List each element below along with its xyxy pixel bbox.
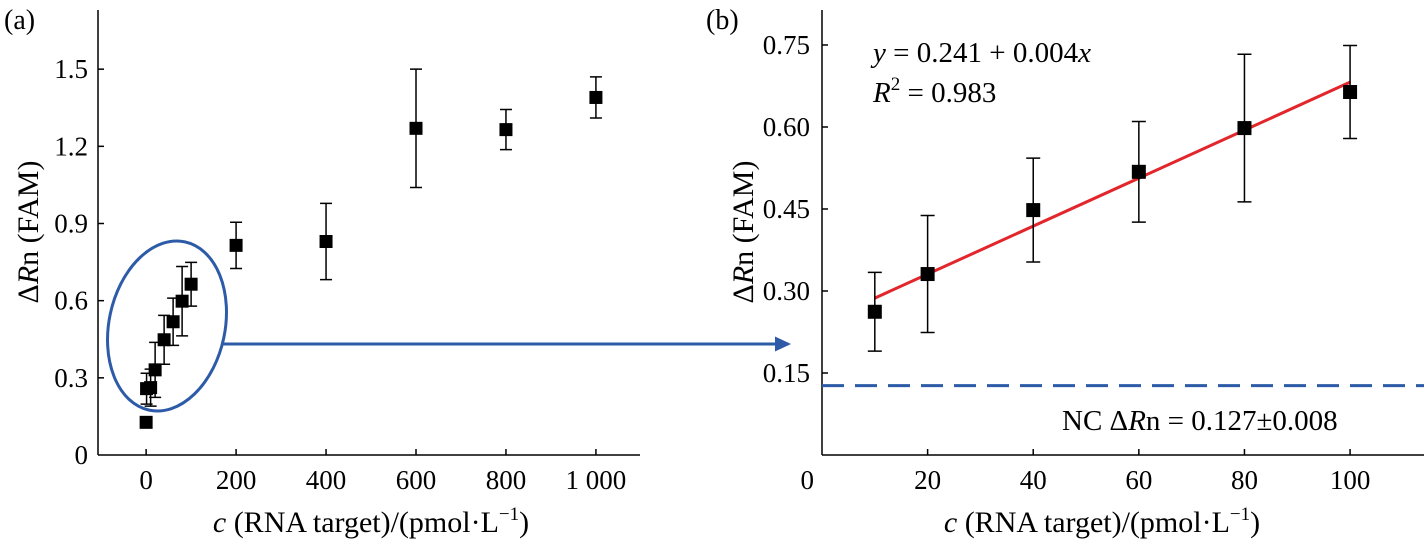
x-axis-label-variable: c	[944, 506, 957, 539]
zoom-arrow	[221, 336, 791, 352]
x-axis-label-text: (RNA target)/(pmol·L	[226, 506, 499, 539]
r-squared-value: = 0.983	[900, 77, 996, 109]
y-tick-label: 0.9	[54, 208, 88, 238]
x-tick-label: 0	[801, 465, 815, 495]
panel-a: (a) 0 200 400 600 800 1 000 0 0.3 0.6 0.9 1.2 1.5 c…	[4, 5, 640, 539]
data-point	[175, 294, 189, 308]
x-axis-label-close: )	[519, 506, 529, 539]
zoom-arrow-head	[775, 336, 791, 352]
plot-area: 0 200 400 600 800 1 000 0 0.3 0.6 0.9 1.2 1.5	[54, 10, 640, 495]
data-point	[1343, 85, 1358, 100]
x-tick-label: 40	[1020, 465, 1047, 495]
x-axis-label-text: (RNA target)/(pmol·L	[957, 506, 1230, 539]
panel-b: (b) 0 20 40 60 80 100 0.15 0.30 0.45 0.60 0.75 c (…	[706, 5, 1424, 539]
data-point	[229, 238, 243, 252]
x-axis-label-exponent: −1	[499, 504, 519, 525]
r-squared-variable: R	[872, 77, 891, 109]
y-axis-label-variable: R	[727, 266, 760, 285]
data-point	[166, 315, 180, 329]
panel-label: (b)	[706, 5, 739, 36]
y-tick-label: 0	[75, 440, 89, 470]
x-tick-label: 80	[1231, 465, 1258, 495]
y-tick-label: 0.60	[763, 112, 810, 142]
data-point	[144, 381, 158, 395]
data-point	[184, 277, 198, 291]
data-point	[867, 304, 882, 319]
x-tick-label: 800	[486, 465, 527, 495]
data-point	[157, 333, 171, 347]
x-tick-label: 60	[1125, 465, 1152, 495]
data-point	[1131, 164, 1146, 179]
y-axis-label-text: n (FAM)	[12, 161, 45, 266]
x-tick-label: 0	[139, 465, 153, 495]
nc-label-variable: R	[1127, 405, 1146, 437]
data-point	[589, 90, 603, 104]
nc-label: NC ΔRn = 0.127±0.008	[1062, 405, 1338, 437]
data-point	[499, 123, 513, 137]
x-tick-label: 600	[396, 465, 437, 495]
y-tick-label: 1.2	[54, 131, 88, 161]
nc-label-prefix: NC Δ	[1062, 405, 1128, 437]
data-point	[409, 121, 423, 135]
y-tick-label: 0.3	[54, 363, 88, 393]
y-tick-label: 0.30	[763, 276, 810, 306]
fit-equation-y-variable: y	[870, 37, 886, 69]
x-axis-label: c (RNA target)/(pmol·L−1)	[944, 504, 1260, 539]
data-point	[148, 363, 162, 377]
fit-equation: y = 0.241 + 0.004x	[870, 37, 1091, 69]
r-squared-exponent: 2	[891, 74, 901, 95]
data-point	[1237, 121, 1252, 136]
y-axis-label-delta: Δ	[727, 284, 760, 303]
x-tick-label: 400	[306, 465, 347, 495]
x-tick-label: 20	[914, 465, 941, 495]
x-axis-label-exponent: −1	[1230, 504, 1250, 525]
y-axis-label-text: n (FAM)	[727, 161, 760, 266]
highlight-ellipse	[106, 239, 228, 413]
y-axis-label: ΔRn (FAM)	[12, 161, 45, 304]
y-tick-label: 0.45	[763, 194, 810, 224]
y-tick-label: 0.75	[763, 30, 810, 60]
x-tick-label: 200	[216, 465, 257, 495]
y-tick-label: 0.6	[54, 286, 88, 316]
y-tick-label: 0.15	[763, 358, 810, 388]
r-squared-label: R2 = 0.983	[872, 74, 996, 109]
x-tick-label: 100	[1330, 465, 1371, 495]
data-point	[1026, 203, 1041, 218]
data-point	[139, 415, 153, 429]
y-axis-label-variable: R	[12, 266, 45, 285]
plot-area: 0 20 40 60 80 100 0.15 0.30 0.45 0.60 0.75	[763, 10, 1424, 495]
x-tick-label: 1 000	[566, 465, 627, 495]
x-axis-label-close: )	[1250, 506, 1260, 539]
panel-label: (a)	[4, 5, 35, 36]
nc-label-value: n = 0.127±0.008	[1146, 405, 1338, 437]
data-point	[319, 235, 333, 249]
y-tick-label: 1.5	[54, 54, 88, 84]
y-axis-label-delta: Δ	[12, 284, 45, 303]
fit-equation-x-variable: x	[1077, 37, 1091, 69]
data-point	[920, 267, 935, 282]
x-axis-label: c (RNA target)/(pmol·L−1)	[213, 504, 529, 539]
fit-equation-text: = 0.241 + 0.004	[886, 37, 1079, 69]
x-axis-label-variable: c	[213, 506, 226, 539]
fit-line	[874, 80, 1351, 300]
y-axis-label: ΔRn (FAM)	[727, 161, 760, 304]
